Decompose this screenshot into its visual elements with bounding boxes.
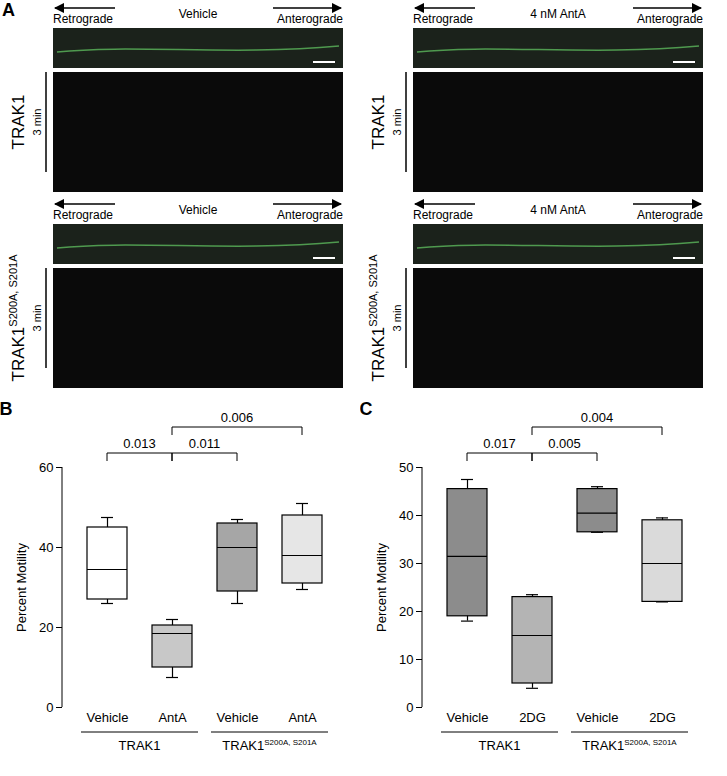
- svg-text:3 min: 3 min: [31, 305, 43, 332]
- svg-text:TRAK1S200A, S201A: TRAK1S200A, S201A: [222, 738, 317, 753]
- svg-text:0: 0: [46, 700, 53, 715]
- svg-text:20: 20: [399, 604, 413, 619]
- svg-text:Anterograde: Anterograde: [637, 12, 703, 26]
- svg-text:TRAK1S200A, S201A: TRAK1S200A, S201A: [7, 254, 28, 382]
- svg-text:60: 60: [39, 460, 53, 475]
- svg-text:TRAK1: TRAK1: [369, 95, 388, 150]
- svg-text:Vehicle: Vehicle: [577, 710, 619, 725]
- svg-text:Anterograde: Anterograde: [277, 208, 343, 222]
- svg-text:50: 50: [399, 460, 413, 475]
- svg-text:0: 0: [406, 700, 413, 715]
- svg-text:AntA: AntA: [288, 710, 317, 725]
- svg-text:2DG: 2DG: [519, 710, 546, 725]
- svg-text:Anterograde: Anterograde: [277, 12, 343, 26]
- svg-text:3 min: 3 min: [391, 109, 403, 136]
- svg-text:0.005: 0.005: [548, 436, 581, 451]
- svg-text:20: 20: [39, 620, 53, 635]
- svg-text:TRAK1: TRAK1: [479, 738, 521, 753]
- svg-text:Vehicle: Vehicle: [217, 710, 259, 725]
- svg-text:40: 40: [399, 508, 413, 523]
- svg-text:TRAK1S200A, S201A: TRAK1S200A, S201A: [582, 738, 677, 753]
- svg-text:0.004: 0.004: [581, 410, 614, 425]
- svg-text:Percent Motility: Percent Motility: [374, 543, 389, 632]
- svg-text:0.006: 0.006: [221, 410, 254, 425]
- svg-text:40: 40: [39, 540, 53, 555]
- svg-text:30: 30: [399, 556, 413, 571]
- svg-text:3 min: 3 min: [391, 305, 403, 332]
- svg-text:A: A: [2, 0, 15, 20]
- svg-text:C: C: [360, 399, 373, 419]
- svg-text:TRAK1: TRAK1: [119, 738, 161, 753]
- svg-text:TRAK1: TRAK1: [9, 95, 28, 150]
- svg-text:0.011: 0.011: [189, 436, 221, 451]
- svg-text:10: 10: [399, 652, 413, 667]
- svg-text:Vehicle: Vehicle: [87, 710, 129, 725]
- svg-text:Percent Motility: Percent Motility: [14, 543, 29, 632]
- svg-text:TRAK1S200A, S201A: TRAK1S200A, S201A: [367, 254, 388, 382]
- svg-text:Retrograde: Retrograde: [53, 12, 113, 26]
- svg-text:Retrograde: Retrograde: [413, 208, 473, 222]
- svg-text:Vehicle: Vehicle: [179, 7, 218, 21]
- svg-text:Vehicle: Vehicle: [179, 203, 218, 217]
- svg-text:4 nM AntA: 4 nM AntA: [530, 7, 585, 21]
- svg-text:3 min: 3 min: [31, 109, 43, 136]
- svg-text:B: B: [0, 399, 13, 419]
- svg-text:Vehicle: Vehicle: [447, 710, 489, 725]
- svg-text:0.013: 0.013: [123, 436, 156, 451]
- svg-text:Retrograde: Retrograde: [53, 208, 113, 222]
- svg-text:0.017: 0.017: [483, 436, 516, 451]
- svg-text:4 nM AntA: 4 nM AntA: [530, 203, 585, 217]
- svg-text:2DG: 2DG: [649, 710, 676, 725]
- svg-text:Anterograde: Anterograde: [637, 208, 703, 222]
- svg-text:Retrograde: Retrograde: [413, 12, 473, 26]
- svg-text:AntA: AntA: [158, 710, 187, 725]
